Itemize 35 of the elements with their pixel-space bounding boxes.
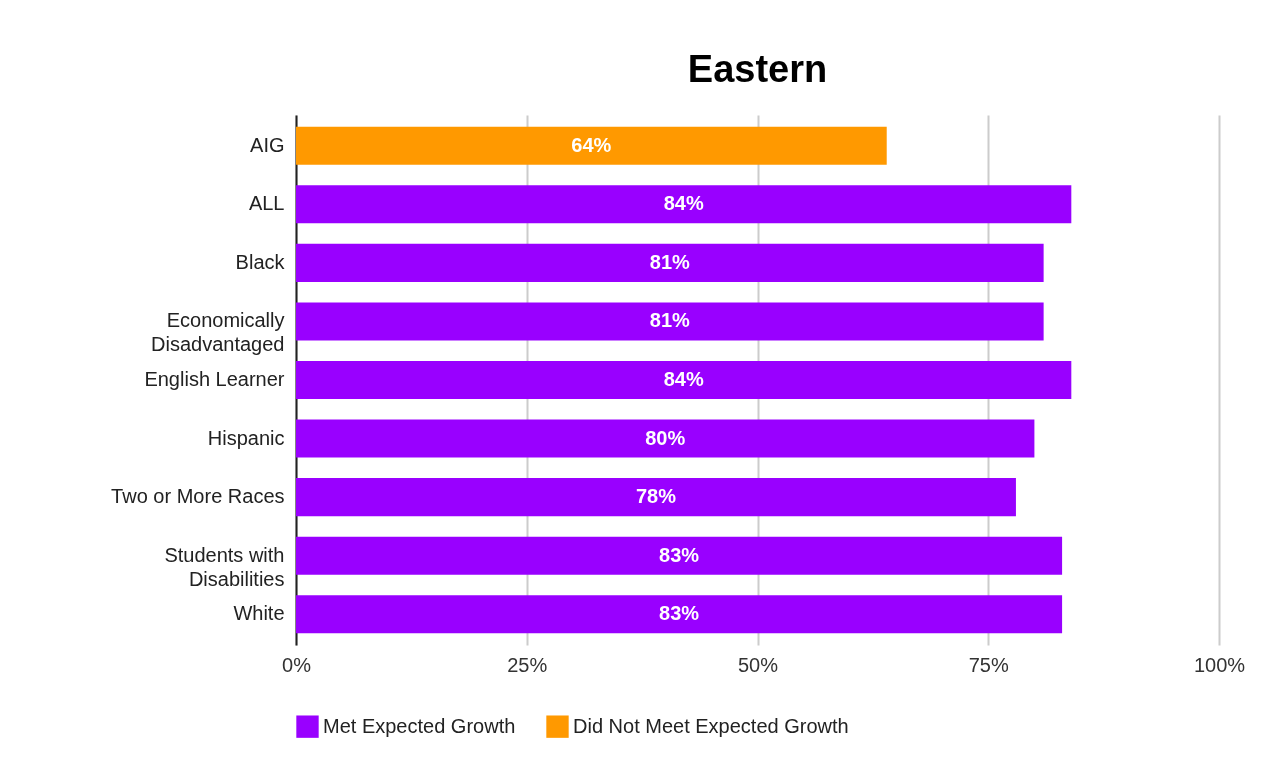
x-tick-label: 50% xyxy=(737,653,779,676)
y-tick-label: Economically Disadvantaged xyxy=(151,309,285,356)
bar xyxy=(296,360,1072,400)
data-label: 81% xyxy=(649,250,691,273)
data-label: 84% xyxy=(663,368,704,390)
x-tick-label: 100% xyxy=(1193,653,1246,676)
data-label: 83% xyxy=(659,602,700,625)
y-tick-label: Hispanic xyxy=(207,426,285,449)
x-tick-label: 0% xyxy=(282,653,312,676)
data-label: 64% xyxy=(571,133,612,156)
y-tick-label: AIG xyxy=(250,133,285,156)
data-label: 78% xyxy=(635,485,677,508)
chart-title: Eastern xyxy=(687,48,828,90)
y-tick-label: Black xyxy=(235,250,286,273)
bar xyxy=(296,185,1072,224)
bar xyxy=(296,419,1035,458)
y-tick-label: Two or More Races xyxy=(111,485,285,508)
y-tick-label: English Learner xyxy=(144,368,285,390)
bar xyxy=(296,536,1063,575)
y-tick-label: ALL xyxy=(248,192,285,215)
data-label: 81% xyxy=(649,309,691,332)
x-tick-label: 75% xyxy=(968,653,1009,676)
bar xyxy=(296,126,887,165)
legend-label: Did Not Meet Expected Growth xyxy=(573,714,849,737)
y-tick-label: White xyxy=(233,602,285,625)
bar xyxy=(296,595,1063,634)
data-label: 80% xyxy=(645,426,686,449)
bar xyxy=(296,302,1044,341)
y-tick-label: Students with Disabilities xyxy=(164,543,285,590)
x-tick-label: 25% xyxy=(507,653,548,676)
legend-label: Met Expected Growth xyxy=(323,714,516,737)
data-label: 83% xyxy=(659,543,700,566)
bar xyxy=(296,478,1016,517)
bar xyxy=(296,243,1044,282)
data-label: 84% xyxy=(663,192,704,215)
